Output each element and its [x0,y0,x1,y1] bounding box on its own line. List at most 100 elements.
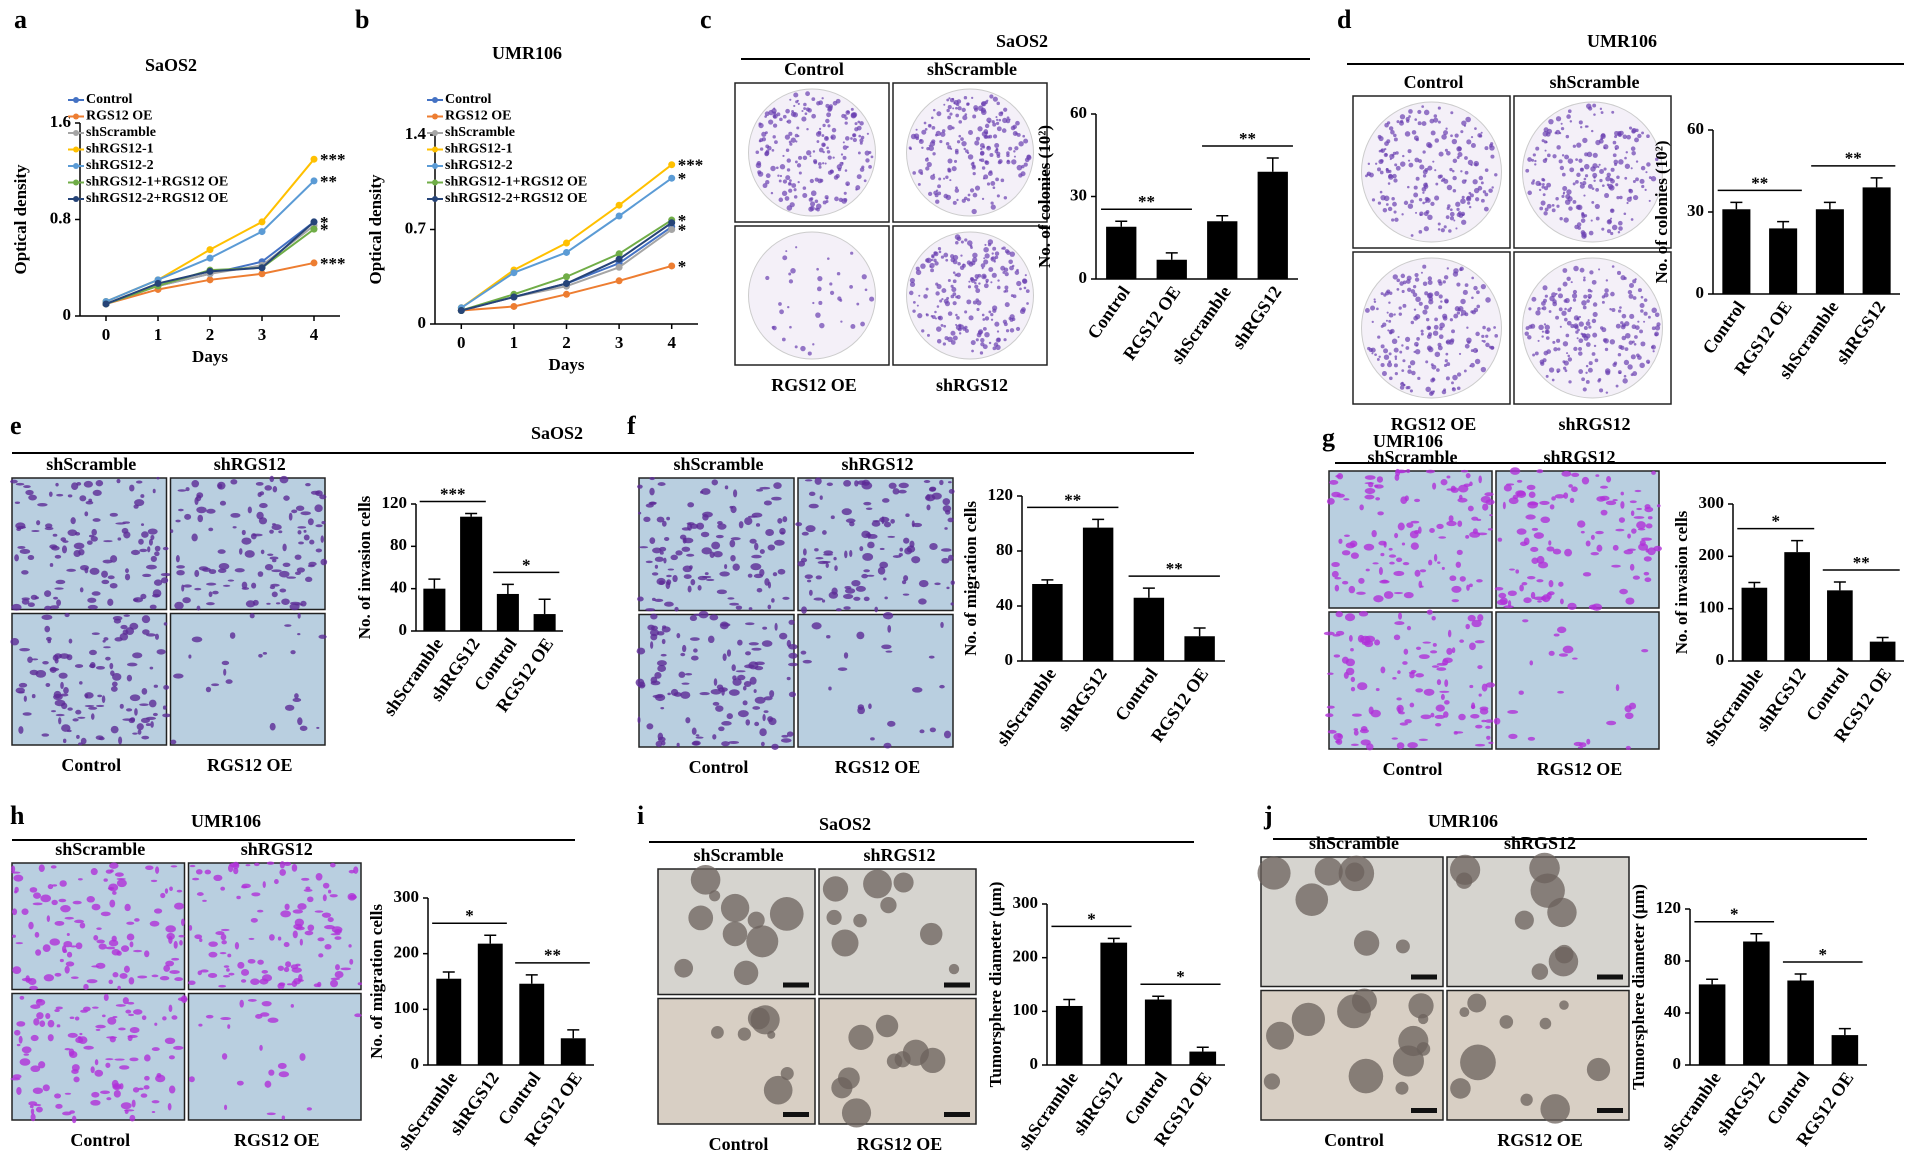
cell-speck [123,614,130,617]
colony-speck [992,96,998,102]
y-axis-label: Optical density [11,164,30,275]
cell-speck [1388,547,1393,551]
cell-speck [1378,540,1387,546]
colony-speck [860,321,865,327]
colony-speck [1446,150,1451,156]
colony-speck [770,165,776,172]
cell-speck [1396,697,1402,701]
colony-speck [992,246,997,251]
cell-speck [55,713,65,717]
cell-speck [234,568,245,573]
cell-speck [1503,484,1512,492]
colony-speck [1541,330,1545,333]
cell-speck [163,964,171,972]
cell-speck [1391,737,1398,740]
cell-speck [13,874,24,882]
colony-speck [765,149,770,154]
colony-speck [787,305,790,309]
colony-speck [788,131,793,136]
data-point [668,226,676,233]
colony-speck [961,263,966,268]
colony-speck [947,145,952,150]
cell-speck [1396,557,1403,563]
cell-speck [659,546,667,552]
colony-speck [1381,371,1387,377]
cell-speck [715,705,724,712]
cell-speck [115,522,126,525]
cell-speck [107,598,114,606]
cell-speck [1523,597,1532,604]
colony-speck [982,344,988,350]
colony-speck [1582,137,1588,144]
colony-speck [974,278,978,282]
data-point [206,246,214,254]
error-bar [1063,998,1076,1006]
cell-speck [79,587,84,593]
colony-speck [1470,142,1476,148]
colony-speck [988,134,993,139]
cell-speck [54,1009,60,1013]
colony-speck [995,121,1000,125]
cell-speck [683,574,692,579]
colony-speck [1587,288,1592,293]
cell-speck [1409,702,1415,708]
cell-speck [59,653,70,659]
y-tick-label: 40 [390,578,407,597]
colony-speck [1472,179,1478,185]
cell-speck [801,531,809,536]
cell-speck [294,603,304,606]
cell-speck [1516,528,1527,535]
cell-speck [11,865,16,873]
cell-speck [1331,491,1341,498]
cell-speck [260,1012,270,1017]
cell-speck [221,660,230,666]
cell-speck [290,1003,294,1008]
colony-speck [825,136,829,140]
cell-speck [299,1053,306,1061]
colony-speck [1387,329,1390,332]
colony-speck [850,112,857,119]
colony-speck [1460,130,1464,134]
cell-speck [1350,743,1359,747]
colony-speck [986,117,992,123]
cell-speck [216,481,226,490]
cell-speck [1436,662,1448,666]
colony-speck [793,104,796,108]
cell-speck [73,1076,80,1083]
colony-speck [1401,369,1405,373]
colony-speck [1001,128,1007,133]
cell-speck [60,681,64,689]
image-label: shRGS12 [241,839,313,859]
cell-speck [749,538,757,544]
colony-speck [1408,115,1411,118]
bar [1257,171,1288,279]
colony-speck [1412,292,1418,298]
bar [1741,587,1768,661]
significance-label: ** [1239,129,1256,148]
y-tick-label: 300 [1013,893,1039,912]
colony-speck [1633,194,1639,201]
colony-speck [1610,208,1614,212]
colony-speck [936,326,942,332]
cell-speck [205,582,217,586]
colony-speck [1628,340,1633,345]
cell-speck [145,564,157,570]
cell-speck [1571,486,1578,493]
cell-speck [1527,501,1539,509]
cell-speck [655,740,663,748]
colony-speck [1456,372,1462,377]
colony-speck [844,114,847,117]
cell-speck [278,530,283,534]
sphere-blob [826,909,842,926]
cell-speck [10,637,20,646]
cell-speck [1345,658,1355,667]
colony-speck [1024,274,1027,277]
colony-speck [984,316,990,321]
colony-speck [1588,361,1593,366]
cell-speck [828,686,832,691]
cell-speck [637,484,643,489]
colony-speck [1637,133,1642,139]
colony-speck [1445,376,1450,381]
cell-speck [879,547,885,551]
cell-speck [64,965,70,974]
